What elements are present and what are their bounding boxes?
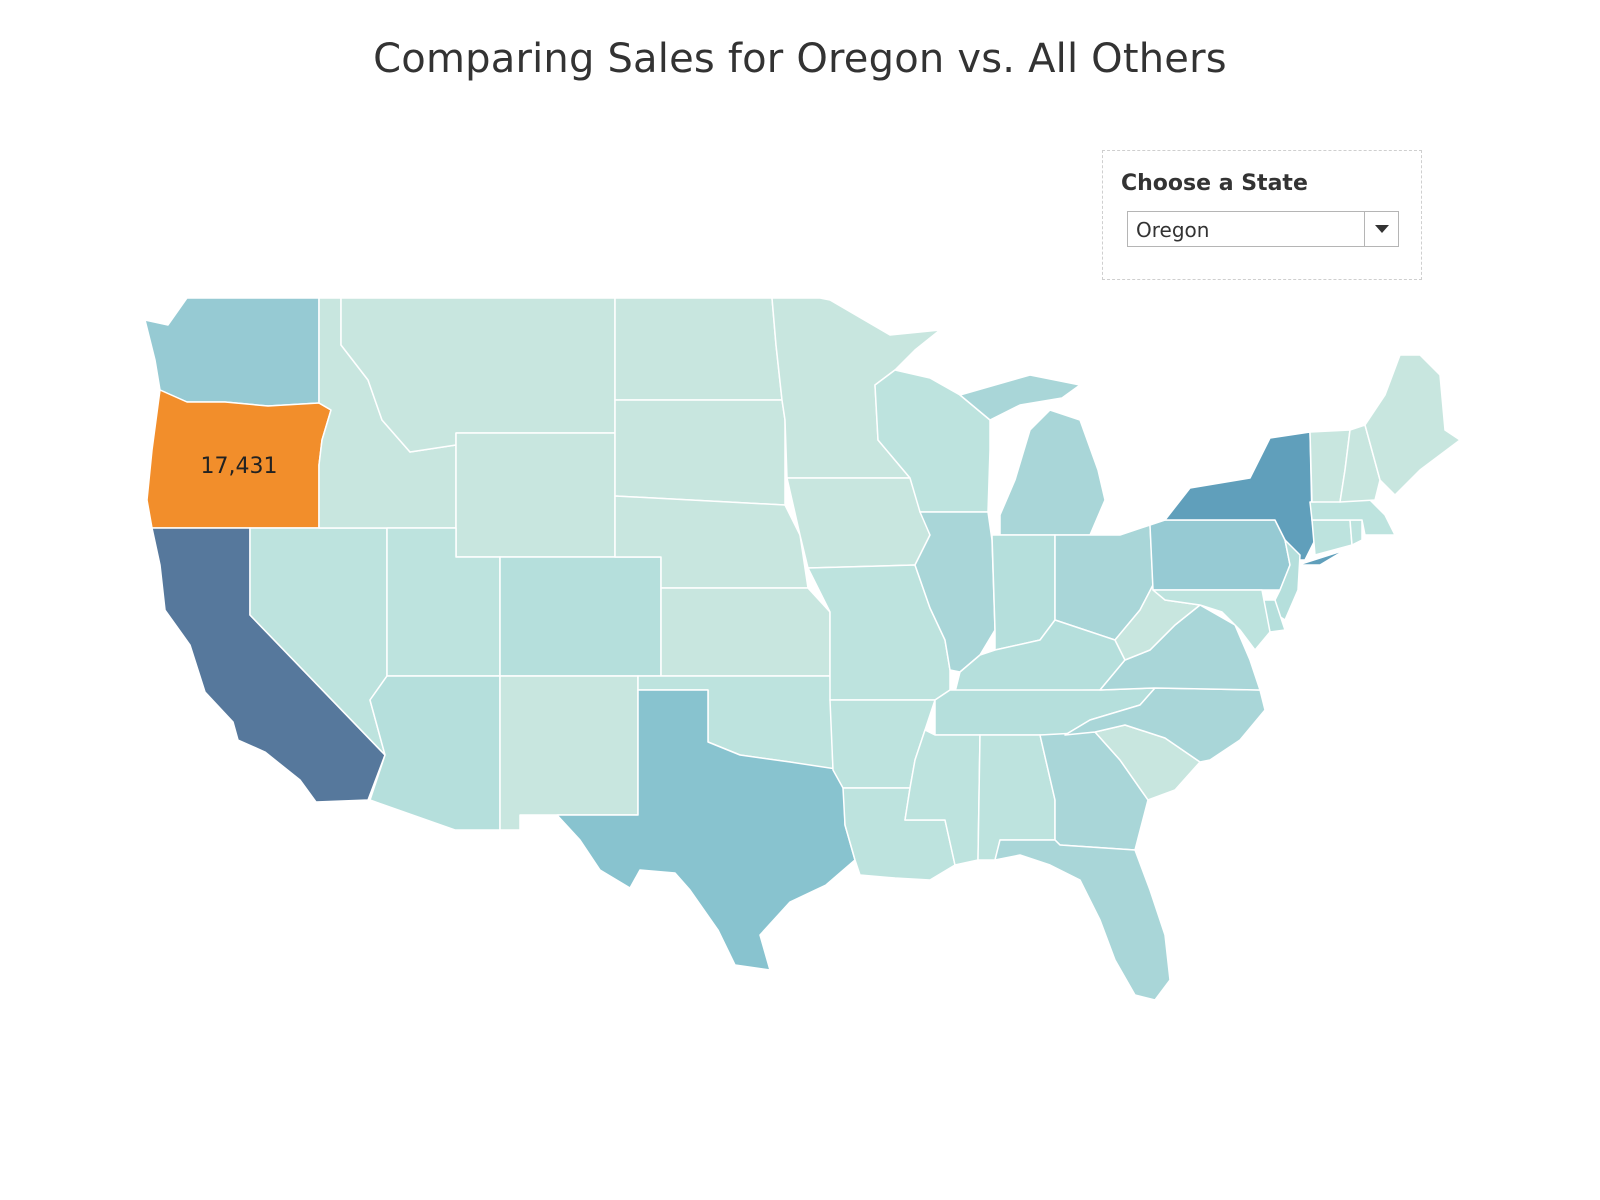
state-massachusetts[interactable] [1309, 499, 1396, 536]
state-washington[interactable] [144, 297, 320, 407]
dropdown-selected-value: Oregon [1136, 218, 1210, 242]
state-arizona[interactable] [369, 675, 501, 831]
state-iowa[interactable] [786, 477, 931, 569]
state-north-dakota[interactable] [614, 297, 783, 401]
state-filter-panel: Choose a State Oregon [1102, 150, 1422, 280]
state-texas[interactable] [556, 689, 856, 971]
state-pennsylvania[interactable] [1149, 519, 1291, 591]
state-connecticut[interactable] [1311, 519, 1353, 556]
state-dropdown[interactable]: Oregon [1127, 211, 1399, 247]
chart-title: Comparing Sales for Oregon vs. All Other… [373, 36, 1227, 82]
state-new-mexico[interactable] [499, 675, 639, 831]
state-rhode-island[interactable] [1349, 519, 1363, 546]
state-wyoming[interactable] [455, 432, 616, 558]
state-florida[interactable] [994, 839, 1171, 1001]
state-colorado[interactable] [499, 556, 662, 677]
oregon-value-label: 17,431 [201, 454, 278, 479]
chevron-down-icon [1375, 225, 1389, 233]
states-layer [144, 297, 1461, 1001]
dropdown-toggle-button[interactable] [1364, 212, 1398, 246]
state-maryland[interactable] [1152, 589, 1271, 651]
state-kansas[interactable] [660, 587, 831, 677]
filter-label: Choose a State [1121, 171, 1308, 196]
state-north-carolina[interactable] [1064, 687, 1266, 763]
state-michigan[interactable] [959, 374, 1106, 536]
state-south-dakota[interactable] [614, 399, 786, 506]
state-maine[interactable] [1364, 354, 1461, 496]
